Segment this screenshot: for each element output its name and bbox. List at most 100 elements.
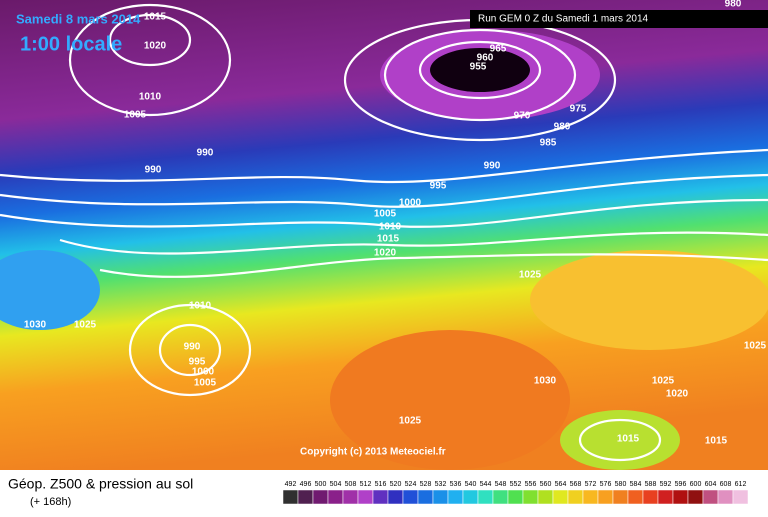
isobar-label: 975: [570, 104, 587, 115]
isobars: [0, 3, 768, 462]
colorbar-tick-label: 572: [585, 481, 597, 488]
colorbar-cell: [537, 489, 554, 505]
colorbar-cell: [432, 489, 449, 505]
isobar-label: 1010: [139, 92, 162, 103]
isobar-label: 1025: [399, 416, 422, 427]
isobar-label: 1000: [399, 198, 422, 209]
colorbar-cell: [477, 489, 494, 505]
isobar-label: 1025: [744, 341, 767, 352]
isobar-label: 1030: [534, 376, 557, 387]
colorbar-cell: [417, 489, 434, 505]
colorbar-cell: [732, 489, 749, 505]
colorbar-tick-label: 596: [675, 481, 687, 488]
colorbar-tick-label: 516: [375, 481, 387, 488]
isobar-label: 995: [430, 181, 447, 192]
isobar-label: 1030: [24, 320, 47, 331]
valid-date: Samedi 8 mars 2014: [16, 11, 141, 26]
colorbar-tick-label: 556: [525, 481, 537, 488]
isobar-label: 1025: [519, 270, 542, 281]
valid-time: 1:00 locale: [20, 33, 122, 55]
colorbar-tick-label: 544: [480, 481, 492, 488]
isobar-label: 1005: [374, 209, 397, 220]
colorbar-tick-label: 512: [360, 481, 372, 488]
colorbar-cell: [297, 489, 314, 505]
colorbar-cell: [702, 489, 719, 505]
isobar-label: 1010: [189, 301, 212, 312]
isobar-label: 990: [145, 165, 162, 176]
colorbar-tick-label: 608: [720, 481, 732, 488]
isobar-label: 1015: [144, 12, 167, 23]
colorbar-tick-label: 564: [555, 481, 567, 488]
colorbar-cell: [462, 489, 479, 505]
colorbar-cell: [582, 489, 599, 505]
colorbar-cell: [507, 489, 524, 505]
colorbar-tick-label: 532: [435, 481, 447, 488]
isobar-label: 955: [470, 62, 487, 73]
isobar-label: 960: [477, 53, 494, 64]
isobar-label: 990: [184, 342, 201, 353]
isobar-label: 1000: [192, 367, 215, 378]
isobar-label: 990: [197, 148, 214, 159]
isobar-label: 1015: [617, 434, 640, 445]
colorbar-cell: [687, 489, 704, 505]
colorbar-tick-label: 536: [450, 481, 462, 488]
colorbar-cell: [612, 489, 629, 505]
isobar-label: 970: [514, 111, 531, 122]
colorbar-tick-label: 524: [405, 481, 417, 488]
colorbar-cell: [357, 489, 374, 505]
colorbar-cell: [387, 489, 404, 505]
colorbar-tick-label: 588: [645, 481, 657, 488]
colorbar-cell: [402, 489, 419, 505]
isobar-label: 1020: [144, 41, 167, 52]
colorbar-cell: [282, 489, 299, 505]
isobar-label: 1025: [74, 320, 97, 331]
ridge-field: [530, 250, 768, 350]
isobar-label: 1005: [194, 378, 217, 389]
isobar-label: 990: [484, 161, 501, 172]
isobar-label: 1015: [377, 234, 400, 245]
isobar-label: 1010: [379, 222, 402, 233]
colorbar-cell: [372, 489, 389, 505]
colorbar-tick-label: 576: [600, 481, 612, 488]
colorbar-cell: [642, 489, 659, 505]
colorbar-cell: [627, 489, 644, 505]
run-info: Run GEM 0 Z du Samedi 1 mars 2014: [478, 14, 649, 25]
isobar-label: 995: [189, 357, 206, 368]
isobar-label: 1020: [374, 248, 397, 259]
colorbar-tick-label: 592: [660, 481, 672, 488]
colorbar-tick-label: 580: [615, 481, 627, 488]
trough-field: [0, 250, 100, 330]
colorbar-tick-label: 520: [390, 481, 402, 488]
colorbar-tick-label: 612: [735, 481, 747, 488]
colorbar-tick-label: 500: [315, 481, 327, 488]
ridge-field: [330, 330, 570, 470]
footer-title: Géop. Z500 & pression au sol: [8, 476, 193, 492]
colorbar-cell: [312, 489, 329, 505]
colorbar-cell: [552, 489, 569, 505]
colorbar-tick-label: 492: [285, 481, 297, 488]
colorbar-tick-label: 560: [540, 481, 552, 488]
colorbar-tick-label: 528: [420, 481, 432, 488]
colorbar-cell: [522, 489, 539, 505]
lead-time: (+ 168h): [30, 496, 71, 508]
colorbar-tick-label: 584: [630, 481, 642, 488]
colorbar-tick-label: 552: [510, 481, 522, 488]
colorbar-tick-label: 600: [690, 481, 702, 488]
isobar-label: 1005: [124, 110, 147, 121]
colorbar-tick-label: 496: [300, 481, 312, 488]
copyright: Copyright (c) 2013 Meteociel.fr: [300, 447, 446, 458]
isobar-label: 1025: [652, 376, 675, 387]
colorbar-cell: [492, 489, 509, 505]
run-banner: [470, 10, 768, 28]
colorbar-tick-label: 604: [705, 481, 717, 488]
colorbar-tick-label: 540: [465, 481, 477, 488]
colorbar-cell: [672, 489, 689, 505]
isobar-label: 1020: [666, 389, 689, 400]
colorbar-cell: [597, 489, 614, 505]
isobar-label: 980: [554, 122, 571, 133]
isobar-label: 985: [540, 138, 557, 149]
colorbar-cell: [657, 489, 674, 505]
colorbar-tick-label: 504: [330, 481, 342, 488]
isobar-label: 980: [725, 0, 742, 10]
